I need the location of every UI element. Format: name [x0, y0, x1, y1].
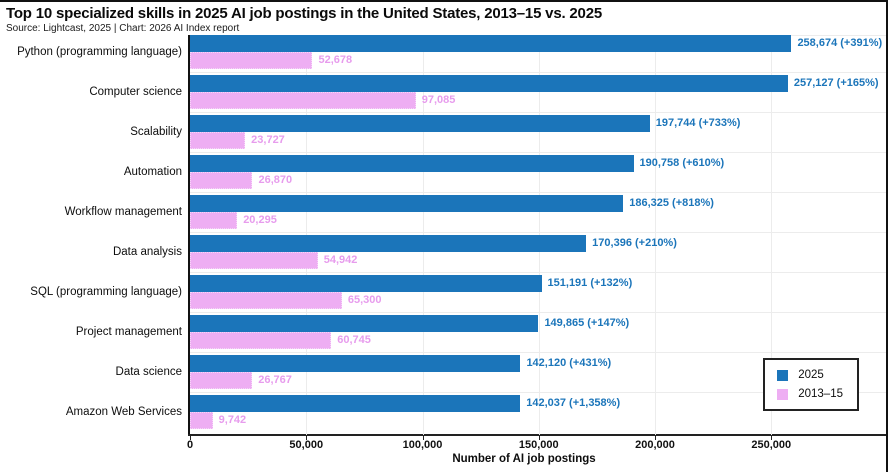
- bar-value-label-2013-15: 65,300: [347, 294, 382, 306]
- x-axis-line: [188, 434, 886, 436]
- category-label: Automation: [123, 166, 182, 178]
- category-label: Computer science: [89, 86, 182, 98]
- bar-value-label-2025: 151,191 (+132%): [547, 277, 633, 289]
- x-axis-tick-mark: [655, 436, 657, 440]
- x-axis-tick-label: 100,000: [402, 439, 443, 451]
- legend: 2025 2013–15: [763, 358, 859, 411]
- category-label: Workflow management: [64, 206, 182, 218]
- bar-value-label-2013-15: 54,942: [323, 254, 358, 266]
- bar-value-label-2025: 142,120 (+431%): [526, 357, 612, 369]
- bar-2025: [190, 115, 650, 132]
- legend-item-2013-15: 2013–15: [777, 388, 843, 400]
- chart-title: Top 10 specialized skills in 2025 AI job…: [6, 5, 602, 22]
- x-axis-tick-label: 0: [186, 439, 194, 451]
- legend-swatch-2025: [777, 369, 789, 381]
- bar-2025: [190, 75, 788, 92]
- bar-value-label-2013-15: 23,727: [251, 134, 285, 146]
- x-axis-tick-mark: [190, 436, 191, 440]
- bar-value-label-2025: 186,325 (+818%): [629, 197, 714, 209]
- bar-2013-15: [190, 332, 332, 349]
- bar-value-label-2013-15: 97,085: [421, 94, 456, 106]
- bar-2025: [190, 35, 792, 52]
- gridline-horizontal: [190, 392, 886, 393]
- bar-2013-15: [190, 252, 318, 269]
- bar-2025: [190, 275, 542, 292]
- gridline-vertical: [771, 35, 773, 435]
- bar-2013-15: [190, 372, 253, 389]
- gridline-horizontal: [190, 312, 886, 313]
- bar-2013-15: [190, 212, 238, 229]
- bar-value-label-2025: 142,037 (+1,358%): [526, 397, 621, 409]
- bar-value-label-2013-15: 60,745: [337, 334, 371, 346]
- legend-swatch-2013-15: [777, 388, 789, 400]
- y-axis-line: [188, 35, 190, 435]
- gridline-horizontal: [190, 352, 886, 353]
- bar-2013-15: [190, 52, 313, 69]
- bar-value-label-2025: 149,865 (+147%): [544, 317, 630, 329]
- bar-value-label-2013-15: 26,870: [258, 174, 293, 186]
- plot-area: 258,674 (+391%) 52,678 257,127 (+165%) 97,0…: [190, 35, 886, 435]
- bar-value-label-2013-15: 26,767: [258, 374, 292, 386]
- bar-2025: [190, 395, 521, 412]
- category-label: Project management: [75, 326, 182, 338]
- x-axis-tick-mark: [306, 436, 308, 440]
- bar-2025: [190, 355, 521, 372]
- legend-label-2025: 2025: [798, 369, 824, 381]
- gridline-horizontal: [190, 72, 886, 73]
- bar-value-label-2025: 190,758 (+610%): [639, 157, 725, 169]
- gridline-horizontal: [190, 192, 886, 193]
- x-axis-tick-label: 50,000: [289, 439, 324, 451]
- bar-2013-15: [190, 412, 213, 429]
- x-axis-tick-mark: [422, 436, 424, 440]
- x-axis-title: Number of AI job postings: [452, 453, 596, 465]
- bar-value-label-2013-15: 52,678: [318, 54, 353, 66]
- x-axis-tick-mark: [538, 436, 540, 440]
- bar-value-label-2025: 170,396 (+210%): [592, 237, 677, 249]
- category-label: Scalability: [130, 126, 182, 138]
- gridline-horizontal: [190, 112, 886, 113]
- bar-value-label-2013-15: 9,742: [218, 414, 247, 426]
- bar-2025: [190, 235, 587, 252]
- legend-item-2025: 2025: [777, 369, 843, 381]
- bar-2025: [190, 155, 634, 172]
- x-axis-tick-label: 150,000: [518, 439, 559, 451]
- bar-value-label-2025: 258,674 (+391%): [797, 37, 883, 49]
- chart-source-credit: Source: Lightcast, 2025 | Chart: 2026 AI…: [6, 23, 240, 34]
- category-label: Amazon Web Services: [65, 406, 182, 418]
- bar-value-label-2025: 257,127 (+165%): [793, 77, 879, 89]
- gridline-vertical: [655, 35, 657, 435]
- category-label: SQL (programming language): [30, 286, 182, 298]
- bar-2013-15: [190, 92, 416, 109]
- x-axis-tick-label: 200,000: [635, 439, 675, 451]
- bar-value-label-2025: 197,744 (+733%): [655, 117, 741, 129]
- category-label: Data science: [115, 366, 182, 378]
- x-axis-tick-mark: [771, 436, 773, 440]
- legend-label-2013-15: 2013–15: [798, 388, 843, 400]
- bar-2013-15: [190, 132, 246, 149]
- bar-2025: [190, 315, 539, 332]
- bar-2013-15: [190, 292, 342, 309]
- category-label: Data analysis: [112, 246, 182, 258]
- category-label: Python (programming language): [17, 46, 182, 58]
- gridline-horizontal: [190, 232, 886, 233]
- gridline-horizontal: [190, 272, 886, 273]
- gridline-horizontal: [190, 152, 886, 153]
- bar-2013-15: [190, 172, 253, 189]
- bar-value-label-2013-15: 20,295: [243, 214, 277, 226]
- x-axis-tick-label: 250,000: [751, 439, 792, 451]
- bar-2025: [190, 195, 624, 212]
